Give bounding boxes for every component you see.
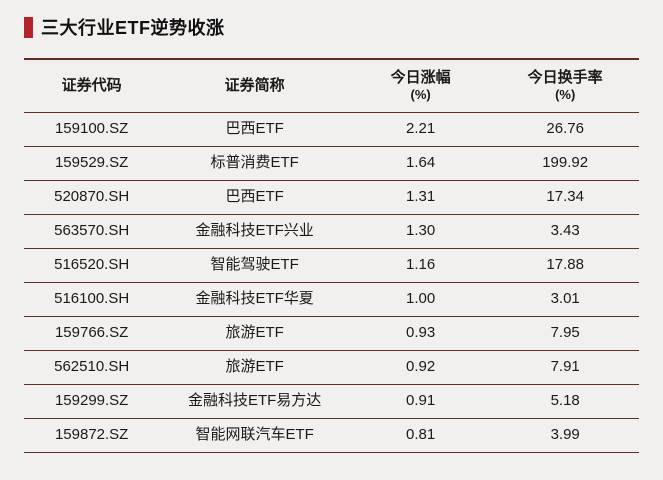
cell-turnover: 26.76 [546,120,584,138]
page-title-row: 三大行业ETF逆势收涨 [24,14,639,40]
cell-name: 旅游ETF [225,324,284,342]
header-change-unit: (%) [410,87,431,103]
table-row: 159529.SZ 标普消费ETF 1.64 199.92 [24,147,639,181]
cell-change: 1.30 [406,222,436,240]
table-row: 520870.SH 巴西ETF 1.31 17.34 [24,181,639,215]
cell-turnover: 17.34 [546,188,584,206]
cell-code: 516100.SH [54,290,130,308]
table-header-row: 证券代码 证券简称 今日涨幅 (%) 今日换手率 (%) [24,60,639,113]
cell-name: 金融科技ETF易方达 [187,392,322,410]
cell-code: 159872.SZ [54,426,129,444]
cell-turnover: 3.99 [550,426,580,444]
table-row: 159872.SZ 智能网联汽车ETF 0.81 3.99 [24,419,639,453]
table-row: 562510.SH 旅游ETF 0.92 7.91 [24,351,639,385]
cell-name: 旅游ETF [225,358,284,376]
cell-name: 智能网联汽车ETF [195,426,314,444]
cell-turnover: 7.95 [550,324,580,342]
cell-change: 0.93 [406,324,436,342]
header-name: 证券简称 [224,76,285,94]
header-turnover-label: 今日换手率 [527,68,603,86]
header-code: 证券代码 [61,76,122,94]
cell-name: 巴西ETF [225,120,284,138]
cell-code: 159299.SZ [54,392,129,410]
cell-change: 1.16 [406,256,436,274]
cell-code: 520870.SH [54,188,130,206]
cell-code: 516520.SH [54,256,130,274]
cell-name: 金融科技ETF华夏 [195,290,314,308]
etf-table: 证券代码 证券简称 今日涨幅 (%) 今日换手率 (%) 159100.SZ 巴… [24,58,639,453]
cell-name: 标普消费ETF [210,154,299,172]
cell-turnover: 3.43 [550,222,580,240]
header-change-label: 今日涨幅 [390,68,451,86]
cell-turnover: 3.01 [550,290,580,308]
header-change: 今日涨幅 (%) [350,67,491,106]
cell-code: 562510.SH [54,358,130,376]
table-row: 563570.SH 金融科技ETF兴业 1.30 3.43 [24,215,639,249]
table-row: 516100.SH 金融科技ETF华夏 1.00 3.01 [24,283,639,317]
cell-name: 金融科技ETF兴业 [195,222,314,240]
cell-change: 1.00 [406,290,436,308]
cell-name: 智能驾驶ETF [210,256,299,274]
cell-change: 0.91 [406,392,436,410]
cell-change: 2.21 [406,120,436,138]
table-row: 159100.SZ 巴西ETF 2.21 26.76 [24,113,639,147]
table-row: 516520.SH 智能驾驶ETF 1.16 17.88 [24,249,639,283]
cell-change: 1.64 [406,154,436,172]
title-accent-bar-icon [24,16,33,38]
cell-turnover: 199.92 [542,154,589,172]
cell-change: 0.92 [406,358,436,376]
cell-name: 巴西ETF [225,188,284,206]
cell-code: 159100.SZ [54,120,129,138]
cell-change: 1.31 [406,188,436,206]
table-row: 159766.SZ 旅游ETF 0.93 7.95 [24,317,639,351]
cell-code: 159529.SZ [54,154,129,172]
header-turnover-unit: (%) [555,87,576,103]
cell-turnover: 5.18 [550,392,580,410]
cell-turnover: 7.91 [550,358,580,376]
page-title: 三大行业ETF逆势收涨 [41,18,225,38]
cell-turnover: 17.88 [546,256,584,274]
cell-change: 0.81 [406,426,436,444]
cell-code: 563570.SH [54,222,130,240]
cell-code: 159766.SZ [54,324,129,342]
header-turnover: 今日换手率 (%) [491,67,639,106]
table-row: 159299.SZ 金融科技ETF易方达 0.91 5.18 [24,385,639,419]
